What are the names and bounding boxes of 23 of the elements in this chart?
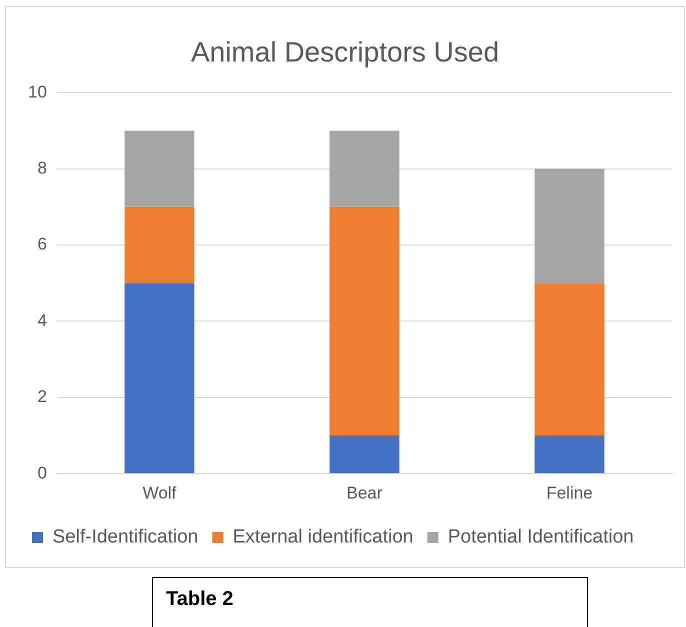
- y-tick-label: 2: [37, 387, 47, 406]
- x-tick-label: Bear: [346, 483, 383, 502]
- bar: [534, 283, 604, 436]
- bar: [534, 436, 604, 474]
- bar: [330, 130, 400, 207]
- legend-label: Potential Identification: [448, 526, 634, 548]
- bar: [330, 206, 400, 436]
- bar: [534, 168, 604, 284]
- y-tick-label: 10: [28, 82, 47, 102]
- y-tick-label: 0: [37, 463, 47, 482]
- legend-label: Self-Identification: [52, 526, 198, 548]
- chart-title: Animal Descriptors Used: [190, 36, 500, 68]
- y-tick-label: 4: [37, 310, 47, 330]
- caption: Table 2: [152, 577, 588, 627]
- y-tick-label: 8: [37, 158, 47, 178]
- bar: [330, 436, 400, 474]
- x-tick-label: Wolf: [142, 483, 177, 502]
- bar: [124, 206, 194, 284]
- legend-label: External identification: [232, 526, 414, 548]
- x-tick-label: Feline: [546, 483, 593, 502]
- bar: [124, 283, 194, 474]
- y-tick-label: 6: [37, 234, 47, 254]
- bar: [124, 130, 194, 207]
